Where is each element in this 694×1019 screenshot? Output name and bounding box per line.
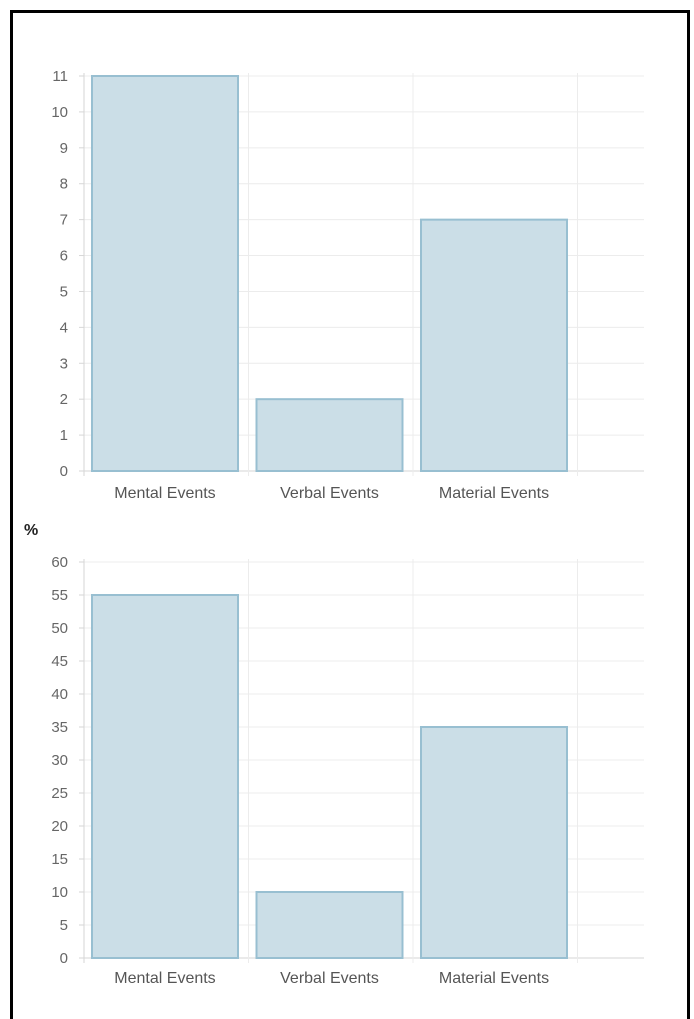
y-tick-label: 9 [60, 140, 68, 157]
x-category-label: Mental Events [114, 485, 215, 502]
x-category-label: Material Events [439, 485, 549, 502]
y-tick-label: 25 [51, 785, 68, 802]
y-tick-label: 20 [51, 818, 68, 835]
y-tick-label: 6 [60, 248, 68, 265]
page-frame [10, 10, 690, 1019]
y-tick-label: 4 [60, 319, 68, 336]
y-tick-label: 10 [51, 104, 68, 121]
y-tick-label: 55 [51, 587, 68, 604]
x-category-label: Verbal Events [280, 970, 379, 987]
y-tick-label: 45 [51, 653, 68, 670]
x-category-label: Mental Events [114, 970, 215, 987]
y-tick-label: 5 [60, 917, 68, 934]
y-tick-label: 3 [60, 355, 68, 372]
y-tick-label: 0 [60, 463, 68, 480]
y-tick-label: 35 [51, 719, 68, 736]
bar-verbal-events [255, 398, 404, 473]
y-tick-label: 5 [60, 283, 68, 300]
bar-material-events [420, 218, 568, 472]
y-tick-label: 15 [51, 851, 68, 868]
x-category-label: Material Events [439, 970, 549, 987]
y-tick-label: 7 [60, 212, 68, 229]
y-tick-label: 1 [60, 427, 68, 444]
y-tick-label: 30 [51, 752, 68, 769]
y-tick-label: 60 [51, 554, 68, 571]
count-bar-chart: 0 1 2 3 4 5 6 7 8 9 10 11 Mental Events Verbal Events… [51, 68, 644, 502]
bar-mental-events [91, 594, 239, 959]
x-category-label: Verbal Events [280, 485, 379, 502]
percent-bar-chart: 0 5 10 15 20 25 30 35 40 45 50 55 60 Mental Events Ver… [51, 554, 644, 987]
y-tick-label: 40 [51, 686, 68, 703]
y-tick-label: 10 [51, 884, 68, 901]
bar-mental-events [91, 75, 239, 472]
bar-verbal-events [255, 891, 404, 959]
y-tick-label: 11 [52, 68, 68, 85]
y-tick-label: 50 [51, 620, 68, 637]
bar-material-events [420, 726, 568, 959]
y-tick-label: 8 [60, 176, 68, 193]
y-tick-label: 0 [60, 950, 68, 967]
y-tick-label: 2 [60, 391, 68, 408]
y-axis-unit-label: % [24, 522, 38, 539]
